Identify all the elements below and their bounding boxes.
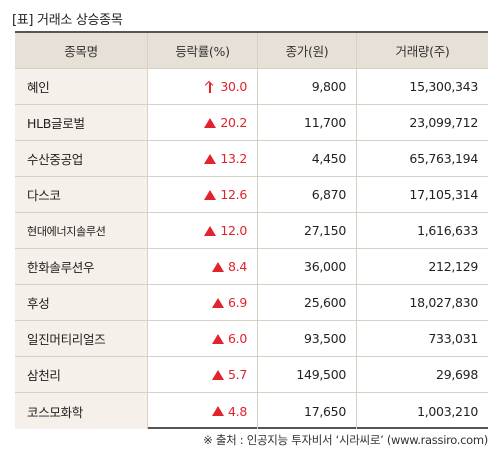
change-rate-value: 6.9 [212, 295, 247, 310]
change-rate-value: 12.0 [204, 223, 247, 238]
change-rate-cell: 5.7 [148, 357, 258, 392]
change-rate-cell: 13.2 [148, 141, 258, 176]
table-row: 한화솔루션우 8.4 36,000 212,129 [15, 249, 488, 285]
table-row: 혜인 30.0 9,800 15,300,343 [15, 69, 488, 105]
volume-cell: 1,003,210 [417, 403, 478, 419]
table-row: 일진머티리얼즈 6.0 93,500 733,031 [15, 321, 488, 357]
up-triangle-icon [212, 333, 225, 344]
change-rate-text: 20.2 [220, 115, 247, 130]
change-rate-text: 30.0 [220, 79, 247, 94]
table-row: 후성 6.9 25,600 18,027,830 [15, 285, 488, 321]
change-rate-cell: 12.0 [148, 213, 258, 248]
header-stock-name: 종목명 [15, 33, 148, 68]
change-rate-value: 30.0 [205, 79, 247, 94]
change-rate-value: 12.6 [204, 187, 247, 202]
close-price-cell: 9,800 [258, 69, 357, 104]
table-header-row: 종목명 등락률(%) 종가(원) 거래량(주) [15, 33, 488, 69]
change-rate-value: 20.2 [204, 115, 247, 130]
change-rate-text: 5.7 [228, 367, 247, 382]
up-triangle-icon [204, 189, 217, 200]
stock-name-cell: 일진머티리얼즈 [15, 321, 148, 356]
stock-name-cell: 후성 [15, 285, 148, 320]
change-rate-value: 13.2 [204, 151, 247, 166]
volume-cell: 23,099,712 [409, 115, 478, 130]
table-row: HLB글로벌 20.2 11,700 23,099,712 [15, 105, 488, 141]
volume-cell: 1,616,633 [417, 223, 478, 238]
up-triangle-icon [212, 261, 225, 272]
close-price-cell: 17,650 [258, 393, 357, 429]
table-row: 다스코 12.6 6,870 17,105,314 [15, 177, 488, 213]
close-price-cell: 4,450 [258, 141, 357, 176]
rising-stocks-table: 종목명 등락률(%) 종가(원) 거래량(주) 혜인 30.0 9,800 15,30… [15, 31, 488, 429]
table-row: 수산중공업 13.2 4,450 65,763,194 [15, 141, 488, 177]
volume-cell: 733,031 [428, 331, 478, 346]
volume-cell: 18,027,830 [409, 295, 478, 310]
change-rate-cell: 12.6 [148, 177, 258, 212]
change-rate-value: 4.8 [212, 404, 247, 419]
header-close-price: 종가(원) [258, 33, 357, 68]
change-rate-value: 8.4 [212, 259, 247, 274]
close-price-cell: 149,500 [258, 357, 357, 392]
volume-cell: 29,698 [436, 367, 478, 382]
change-rate-cell: 8.4 [148, 249, 258, 284]
change-rate-text: 4.8 [228, 403, 247, 419]
close-price-cell: 36,000 [258, 249, 357, 284]
volume-cell: 17,105,314 [409, 187, 478, 202]
header-change-rate: 등락률(%) [148, 33, 258, 68]
stock-name-cell: 삼천리 [15, 357, 148, 392]
header-volume: 거래량(주) [357, 33, 488, 68]
change-rate-cell: 30.0 [148, 69, 258, 104]
stock-name-cell: 혜인 [15, 69, 148, 104]
change-rate-value: 5.7 [212, 367, 247, 382]
stock-name-cell: 코스모화학 [15, 393, 148, 429]
stock-name-cell: HLB글로벌 [15, 105, 148, 140]
up-triangle-icon [204, 153, 217, 164]
close-price-cell: 27,150 [258, 213, 357, 248]
table-row: 삼천리 5.7 149,500 29,698 [15, 357, 488, 393]
change-rate-cell: 4.8 [148, 393, 258, 429]
up-triangle-icon [212, 369, 225, 380]
change-rate-text: 6.0 [228, 331, 247, 346]
close-price-cell: 6,870 [258, 177, 357, 212]
stock-name-cell: 현대에너지솔루션 [15, 213, 148, 248]
up-triangle-icon [212, 406, 225, 416]
source-note: ※ 출처 : 인공지능 투자비서 ‘시라씨로’ (www.rassiro.com… [203, 433, 488, 447]
volume-cell: 65,763,194 [409, 151, 478, 166]
stock-name-cell: 다스코 [15, 177, 148, 212]
change-rate-text: 13.2 [220, 151, 247, 166]
close-price-cell: 93,500 [258, 321, 357, 356]
up-triangle-icon [204, 117, 217, 128]
change-rate-cell: 6.0 [148, 321, 258, 356]
change-rate-text: 6.9 [228, 295, 247, 310]
change-rate-text: 8.4 [228, 259, 247, 274]
up-arrow-icon [205, 81, 214, 93]
change-rate-cell: 6.9 [148, 285, 258, 320]
volume-cell: 15,300,343 [409, 79, 478, 94]
close-price-cell: 25,600 [258, 285, 357, 320]
close-price-cell: 11,700 [258, 105, 357, 140]
change-rate-cell: 20.2 [148, 105, 258, 140]
up-triangle-icon [212, 297, 225, 308]
table-body: 혜인 30.0 9,800 15,300,343 HLB글로벌 20.2 11,700 23,… [15, 69, 488, 429]
volume-cell: 212,129 [428, 259, 478, 274]
up-triangle-icon [204, 225, 217, 236]
table-row: 현대에너지솔루션 12.0 27,150 1,616,633 [15, 213, 488, 249]
change-rate-value: 6.0 [212, 331, 247, 346]
change-rate-text: 12.6 [220, 187, 247, 202]
stock-name-cell: 수산중공업 [15, 141, 148, 176]
table-title: [표] 거래소 상승종목 [12, 13, 123, 28]
table-row: 코스모화학 4.8 17,650 1,003,210 [15, 393, 488, 429]
stock-name-cell: 한화솔루션우 [15, 249, 148, 284]
change-rate-text: 12.0 [220, 223, 247, 238]
